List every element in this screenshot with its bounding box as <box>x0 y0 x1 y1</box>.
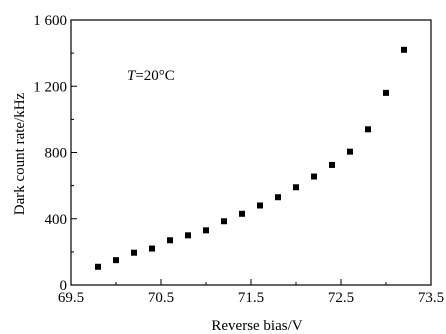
y-tick-label: 1 600 <box>33 13 67 29</box>
y-tick-label: 400 <box>45 212 68 228</box>
data-point <box>131 249 137 256</box>
data-point <box>275 194 281 201</box>
data-point <box>167 237 173 244</box>
x-tick-label: 70.5 <box>148 290 174 306</box>
x-tick-label: 73.5 <box>418 290 444 306</box>
data-point <box>221 218 227 225</box>
data-point <box>329 161 335 168</box>
data-point <box>239 210 245 217</box>
y-tick-label: 0 <box>60 278 68 294</box>
data-point <box>347 148 353 155</box>
data-point <box>257 202 263 209</box>
y-tick-label: 1 200 <box>33 79 67 95</box>
y-tick-label: 800 <box>45 146 68 162</box>
x-tick-label: 69.5 <box>58 290 84 306</box>
x-axis-ticks: 69.5 70.5 71.5 72.5 73.5 <box>58 279 444 306</box>
x-tick-label: 71.5 <box>238 290 264 306</box>
temperature-annotation: T=20°C <box>127 68 175 84</box>
plot-frame <box>70 19 432 286</box>
data-point <box>365 126 371 133</box>
data-point <box>203 227 209 234</box>
data-point <box>311 173 317 180</box>
x-tick-label: 72.5 <box>328 290 354 306</box>
data-point <box>401 46 407 53</box>
data-point <box>95 263 101 270</box>
data-point <box>293 184 299 191</box>
y-axis-ticks: 0 400 800 1 200 1 600 <box>33 13 77 294</box>
plot-border <box>70 19 432 286</box>
data-point <box>185 232 191 239</box>
data-point <box>113 257 119 264</box>
x-axis-label: Reverse bias/V <box>211 318 302 334</box>
y-axis-label: Dark count rate/kHz <box>12 92 28 215</box>
data-points <box>95 46 407 270</box>
temperature-value: =20°C <box>135 68 174 84</box>
data-point <box>149 245 155 252</box>
data-point <box>383 89 389 96</box>
temperature-symbol: T <box>127 68 137 84</box>
